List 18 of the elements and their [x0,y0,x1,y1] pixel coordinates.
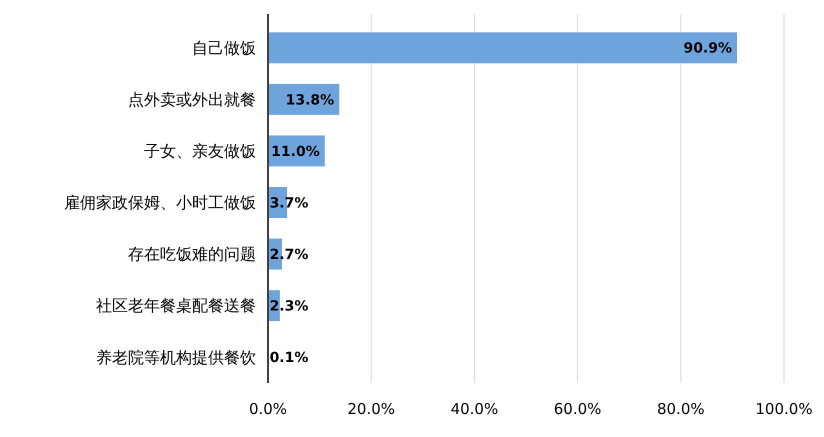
y-tick-label: 子女、亲友做饭 [144,142,256,161]
bar [268,32,738,64]
y-tick-label: 点外卖或外出就餐 [128,90,256,109]
x-tick-label: 0.0% [248,400,288,418]
x-tick-label: 60.0% [554,400,602,418]
y-tick-label: 养老院等机构提供餐饮 [96,348,256,367]
y-tick-label: 雇佣家政保姆、小时工做饭 [64,193,256,212]
x-tick-label: 20.0% [347,400,396,418]
x-tick-label: 40.0% [450,400,498,418]
data-label: 0.1% [270,350,308,366]
data-label: 11.0% [271,144,320,160]
data-label: 13.8% [286,92,334,108]
y-tick-label: 社区老年餐桌配餐送餐 [96,296,256,316]
x-tick-label: 80.0% [656,400,705,418]
data-label: 90.9% [683,40,732,57]
y-tick-label: 自己做饭 [192,38,256,58]
x-tick-label: 100.0% [755,400,813,418]
y-tick-label: 存在吃饭难的问题 [128,244,256,264]
